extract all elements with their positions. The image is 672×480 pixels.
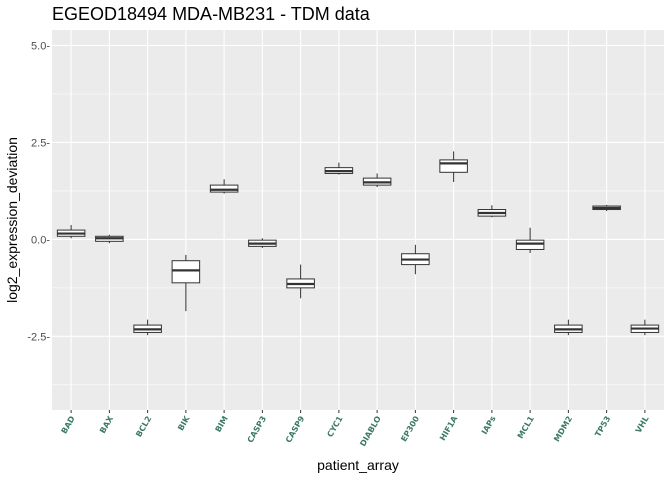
box-iaps — [477, 205, 507, 218]
x-tick-label: BIM — [214, 414, 230, 433]
box-bim — [209, 179, 239, 194]
box-bik — [171, 254, 201, 312]
y-tick-label: -2.5- — [27, 331, 50, 343]
x-axis-ticks: BAD BAX BCL2 BIK BIM CASP3 CASP9 CYC1 DIABLO EP30… — [60, 410, 651, 448]
box-iqr — [439, 159, 468, 173]
x-tick-label: EP300 — [399, 414, 421, 443]
boxplot-series — [56, 151, 660, 336]
box-cyc1 — [324, 162, 354, 175]
y-tick-label: 2.5- — [31, 137, 50, 149]
box-ep300 — [401, 244, 430, 275]
x-tick-label: BAX — [98, 414, 115, 435]
y-axis-title: log2_expression_deviation — [4, 137, 20, 303]
plot-panel — [52, 30, 664, 410]
box-hif1a — [439, 151, 468, 182]
y-axis-ticks: 5.0- 2.5- 0.0- -2.5- — [27, 41, 50, 344]
box-bcl2 — [133, 319, 162, 336]
x-tick-label: TP53 — [593, 415, 612, 439]
x-tick-label: BIK — [176, 414, 192, 432]
box-tp53 — [592, 204, 621, 212]
box-bad — [56, 225, 86, 239]
x-tick-label: DIABLO — [358, 414, 383, 448]
x-tick-label: CASP3 — [246, 415, 268, 445]
y-tick-label: 0.0- — [31, 234, 50, 246]
box-bax — [95, 234, 124, 244]
y-tick-label: 5.0- — [31, 41, 50, 53]
box-mdm2 — [554, 319, 583, 336]
x-axis-title: patient_array — [317, 457, 399, 473]
box-casp9 — [286, 264, 315, 299]
box-iqr — [515, 239, 545, 250]
x-tick-label: CYC1 — [325, 414, 344, 439]
x-tick-label: HIF1A — [438, 414, 460, 442]
box-iqr — [209, 184, 239, 193]
box-iqr — [171, 260, 201, 284]
box-diablo — [362, 173, 392, 188]
x-tick-label: VHL — [634, 415, 651, 435]
grid-lines — [52, 30, 664, 410]
x-tick-label: IAPs — [480, 414, 498, 436]
x-tick-label: MCL1 — [516, 414, 536, 440]
box-mcl1 — [515, 227, 545, 253]
box-casp3 — [248, 238, 277, 248]
x-tick-label: CASP9 — [284, 414, 307, 444]
chart-title: EGEOD18494 MDA-MB231 - TDM data — [52, 4, 371, 24]
x-tick-label: MDM2 — [552, 415, 574, 444]
x-tick-label: BAD — [60, 414, 77, 435]
x-tick-label: BCL2 — [134, 415, 153, 439]
box-vhl — [630, 319, 660, 336]
